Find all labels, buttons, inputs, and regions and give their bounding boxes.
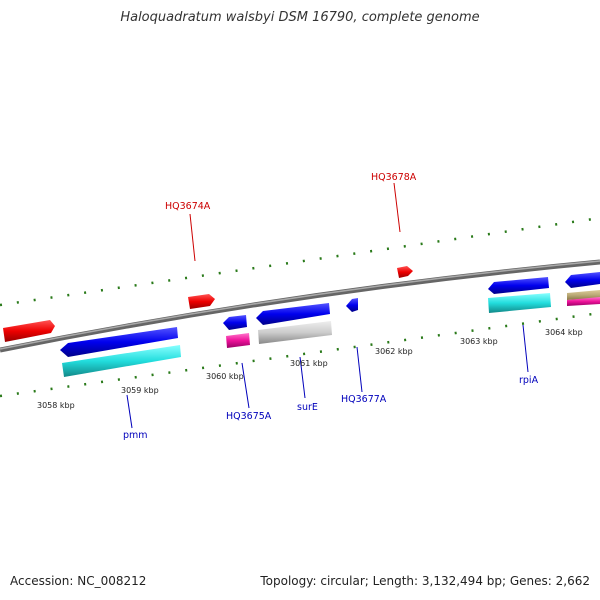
gene-label-hq3678a: HQ3678A bbox=[371, 172, 417, 183]
map-title: Haloquadratum walsbyi DSM 16790, complet… bbox=[120, 10, 480, 25]
kbp-label-3059: 3059 kbp bbox=[121, 386, 159, 395]
gene-arrow-hq3678a[interactable] bbox=[397, 266, 413, 278]
feature-bar-right-edge-tan[interactable] bbox=[567, 290, 600, 300]
accession-text: Accession: NC_008212 bbox=[10, 574, 147, 588]
gene-arrow-pmm[interactable] bbox=[60, 327, 178, 357]
gene-label-rpia: rpiA bbox=[519, 375, 539, 386]
leader-line-hq3675a bbox=[241, 362, 250, 409]
kbp-label-3063: 3063 kbp bbox=[460, 337, 498, 346]
feature-bar-pmm[interactable] bbox=[62, 345, 181, 377]
kbp-label-3061: 3061 kbp bbox=[290, 359, 328, 368]
kbp-label-3058: 3058 kbp bbox=[37, 401, 75, 410]
leader-line-hq3678a bbox=[393, 182, 401, 233]
genome-backbone bbox=[0, 259, 600, 353]
feature-bar-right-edge-pink[interactable] bbox=[567, 297, 600, 306]
gene-arrow-forward-1[interactable] bbox=[3, 320, 55, 342]
gene-arrow-hq3674a[interactable] bbox=[188, 294, 215, 309]
leader-line-rpia bbox=[522, 324, 529, 373]
gene-arrow-hq3677a[interactable] bbox=[346, 298, 358, 312]
gene-arrow-right-edge[interactable] bbox=[565, 272, 600, 288]
genome-summary-text: Topology: circular; Length: 3,132,494 bp… bbox=[260, 574, 590, 588]
gene-label-hq3675a: HQ3675A bbox=[226, 411, 272, 422]
gene-label-pmm: pmm bbox=[123, 430, 148, 441]
gene-arrow-rpia[interactable] bbox=[488, 277, 549, 294]
gene-arrow-sure[interactable] bbox=[256, 303, 330, 325]
gene-label-sure: surE bbox=[297, 402, 318, 413]
feature-bar-sure[interactable] bbox=[258, 321, 332, 344]
feature-bar-hq3675a[interactable] bbox=[226, 333, 250, 348]
kbp-label-3060: 3060 kbp bbox=[206, 372, 244, 381]
leader-line-pmm bbox=[126, 394, 133, 429]
feature-bar-rpia[interactable] bbox=[488, 293, 551, 313]
gene-label-hq3677a: HQ3677A bbox=[341, 394, 387, 405]
leader-line-hq3677a bbox=[356, 346, 363, 393]
kbp-label-3062: 3062 kbp bbox=[375, 347, 413, 356]
leader-line-sure bbox=[299, 356, 306, 399]
gene-arrow-hq3675a[interactable] bbox=[223, 315, 247, 330]
leader-line-hq3674a bbox=[189, 213, 196, 262]
kbp-label-3064: 3064 kbp bbox=[545, 328, 583, 337]
gene-label-hq3674a: HQ3674A bbox=[165, 201, 211, 212]
